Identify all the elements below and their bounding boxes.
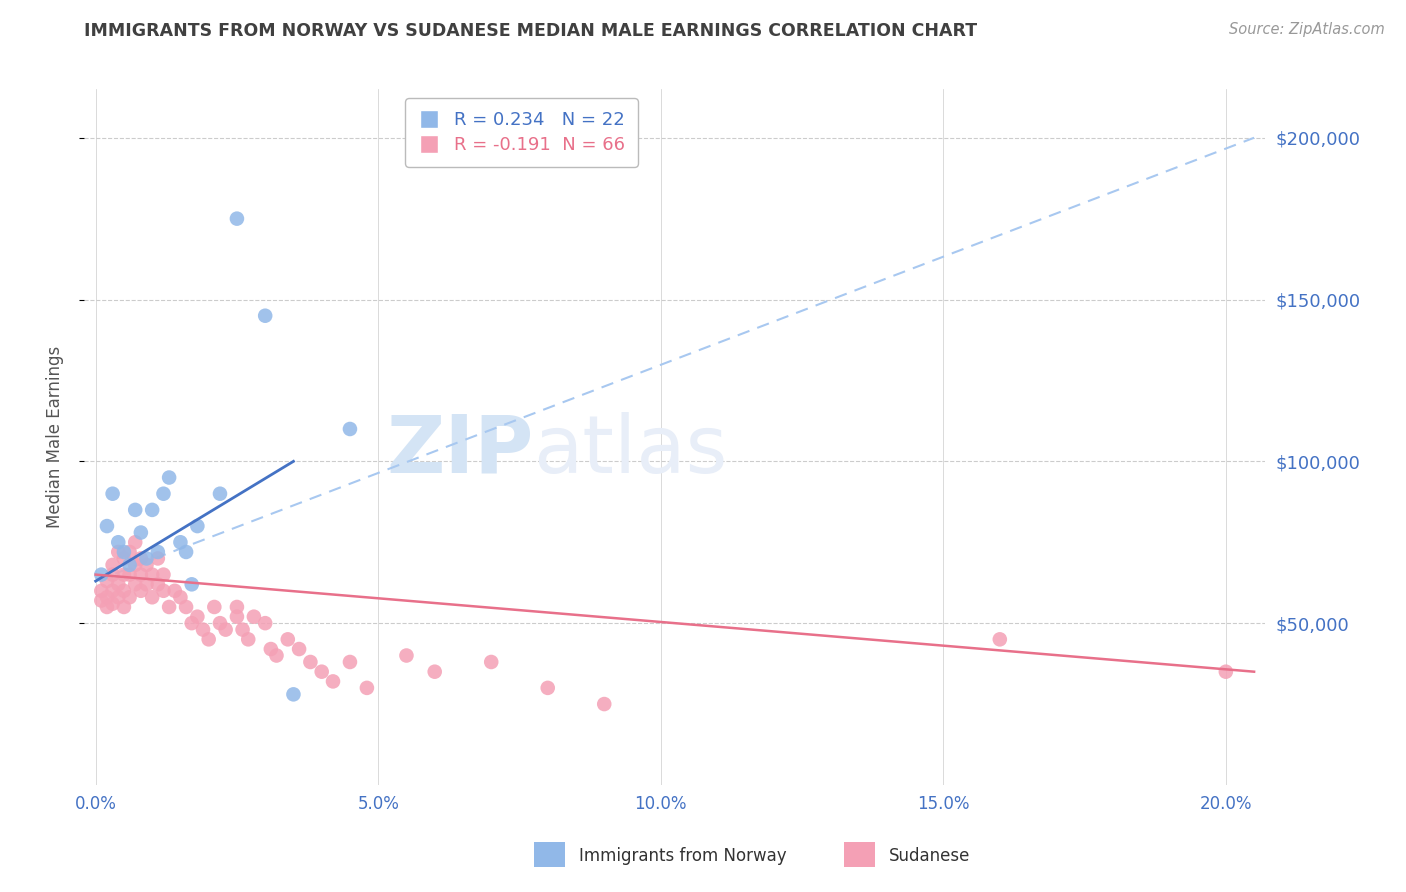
Point bbox=[124, 503, 146, 517]
Point bbox=[197, 632, 219, 647]
Point bbox=[135, 558, 157, 572]
Point bbox=[101, 558, 124, 572]
Point bbox=[118, 558, 141, 572]
Point bbox=[186, 519, 208, 533]
Point bbox=[157, 599, 180, 614]
Point bbox=[112, 583, 135, 598]
FancyBboxPatch shape bbox=[534, 842, 565, 867]
Point bbox=[208, 616, 231, 631]
Point bbox=[141, 591, 163, 605]
Point bbox=[593, 697, 616, 711]
Legend: R = 0.234   N = 22, R = -0.191  N = 66: R = 0.234 N = 22, R = -0.191 N = 66 bbox=[405, 98, 637, 167]
Point bbox=[232, 623, 254, 637]
Point bbox=[356, 681, 378, 695]
Point bbox=[124, 558, 146, 572]
Point bbox=[299, 655, 322, 669]
Point bbox=[152, 486, 174, 500]
Point bbox=[169, 591, 191, 605]
Point bbox=[180, 577, 202, 591]
Point bbox=[124, 535, 146, 549]
Point bbox=[202, 599, 225, 614]
Point bbox=[141, 567, 163, 582]
Text: Sudanese: Sudanese bbox=[889, 847, 970, 865]
Point bbox=[112, 551, 135, 566]
Point bbox=[208, 486, 231, 500]
Point bbox=[90, 593, 112, 607]
Point bbox=[395, 648, 418, 663]
Point bbox=[90, 567, 112, 582]
Point bbox=[129, 583, 152, 598]
Point bbox=[96, 574, 118, 588]
Point bbox=[254, 616, 277, 631]
Point bbox=[243, 609, 266, 624]
Point bbox=[423, 665, 446, 679]
FancyBboxPatch shape bbox=[844, 842, 875, 867]
Point bbox=[988, 632, 1011, 647]
Point bbox=[174, 599, 197, 614]
Point bbox=[277, 632, 299, 647]
Point bbox=[107, 591, 129, 605]
Text: Source: ZipAtlas.com: Source: ZipAtlas.com bbox=[1229, 22, 1385, 37]
Point bbox=[260, 642, 283, 657]
Point bbox=[226, 609, 249, 624]
Point bbox=[214, 623, 236, 637]
Point bbox=[479, 655, 502, 669]
Point bbox=[118, 567, 141, 582]
Point bbox=[112, 545, 135, 559]
Point bbox=[146, 577, 169, 591]
Point bbox=[339, 655, 361, 669]
Point bbox=[254, 309, 277, 323]
Text: ZIP: ZIP bbox=[385, 412, 533, 490]
Point bbox=[238, 632, 260, 647]
Point bbox=[107, 545, 129, 559]
Point bbox=[537, 681, 560, 695]
Point bbox=[174, 545, 197, 559]
Point bbox=[118, 545, 141, 559]
Point bbox=[101, 486, 124, 500]
Point bbox=[283, 687, 305, 701]
Point bbox=[107, 577, 129, 591]
Point bbox=[112, 599, 135, 614]
Point bbox=[311, 665, 333, 679]
Point bbox=[112, 567, 135, 582]
Point bbox=[169, 535, 191, 549]
Point bbox=[118, 591, 141, 605]
Point bbox=[288, 642, 311, 657]
Point bbox=[146, 545, 169, 559]
Point bbox=[101, 597, 124, 611]
Point bbox=[226, 599, 249, 614]
Point bbox=[141, 503, 163, 517]
Point bbox=[226, 211, 249, 226]
Point bbox=[152, 583, 174, 598]
Point bbox=[129, 567, 152, 582]
Point bbox=[180, 616, 202, 631]
Point bbox=[146, 551, 169, 566]
Point bbox=[124, 577, 146, 591]
Point bbox=[163, 583, 186, 598]
Point bbox=[339, 422, 361, 436]
Point bbox=[322, 674, 344, 689]
Point bbox=[96, 591, 118, 605]
Point bbox=[96, 599, 118, 614]
Point bbox=[96, 519, 118, 533]
Point bbox=[191, 623, 214, 637]
Point bbox=[135, 551, 157, 566]
Point bbox=[135, 577, 157, 591]
Point bbox=[101, 583, 124, 598]
Point bbox=[266, 648, 288, 663]
Text: atlas: atlas bbox=[533, 412, 727, 490]
Point bbox=[90, 583, 112, 598]
Point bbox=[101, 567, 124, 582]
Y-axis label: Median Male Earnings: Median Male Earnings bbox=[45, 346, 63, 528]
Point bbox=[129, 551, 152, 566]
Point bbox=[1215, 665, 1237, 679]
Point bbox=[186, 609, 208, 624]
Text: IMMIGRANTS FROM NORWAY VS SUDANESE MEDIAN MALE EARNINGS CORRELATION CHART: IMMIGRANTS FROM NORWAY VS SUDANESE MEDIA… bbox=[84, 22, 977, 40]
Point bbox=[129, 525, 152, 540]
Text: Immigrants from Norway: Immigrants from Norway bbox=[579, 847, 787, 865]
Point bbox=[157, 470, 180, 484]
Point bbox=[152, 567, 174, 582]
Point bbox=[107, 535, 129, 549]
